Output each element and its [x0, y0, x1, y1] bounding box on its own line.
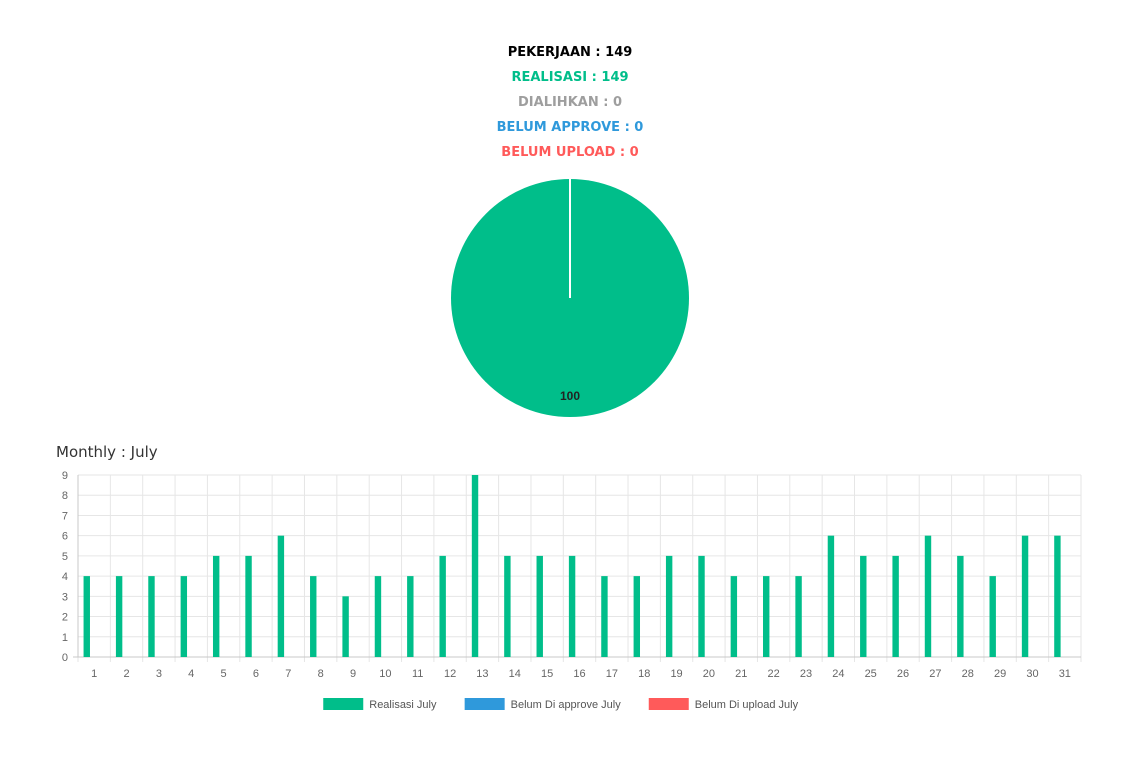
x-tick-label: 19 — [670, 668, 682, 680]
bar[interactable] — [180, 576, 188, 657]
legend-label: Belum Di upload July — [695, 699, 799, 711]
x-tick-label: 9 — [350, 668, 356, 680]
bar[interactable] — [763, 576, 770, 657]
stat-belum-approve: BELUM APPROVE : 0 — [496, 120, 644, 135]
bar[interactable] — [439, 555, 446, 657]
x-tick-label: 13 — [476, 668, 488, 680]
bar[interactable] — [957, 555, 964, 657]
x-tick-label: 18 — [638, 668, 650, 680]
x-tick-label: 12 — [444, 668, 456, 680]
bar[interactable] — [148, 576, 155, 657]
bar[interactable] — [924, 535, 932, 657]
legend-item[interactable]: Realisasi July — [323, 698, 437, 711]
stat-pekerjaan: PEKERJAAN : 149 — [507, 45, 633, 60]
x-tick-label: 31 — [1059, 668, 1071, 680]
x-tick-label: 10 — [379, 668, 391, 680]
x-tick-label: 30 — [1026, 668, 1038, 680]
bar[interactable] — [310, 576, 317, 657]
bar[interactable] — [892, 555, 899, 657]
x-tick-label: 26 — [897, 668, 909, 680]
x-tick-label: 4 — [188, 668, 194, 680]
bar[interactable] — [860, 555, 867, 657]
x-tick-label: 17 — [606, 668, 618, 680]
x-tick-label: 2 — [123, 668, 129, 680]
y-tick-label: 8 — [62, 490, 68, 502]
legend-label: Belum Di approve July — [511, 699, 622, 711]
x-tick-label: 28 — [962, 668, 974, 680]
x-tick-label: 24 — [832, 668, 844, 680]
bar[interactable] — [374, 576, 382, 657]
bar[interactable] — [83, 576, 90, 657]
bar[interactable] — [277, 535, 285, 657]
summary-stats: PEKERJAAN : 149 REALISASI : 149 DIALIHKA… — [0, 40, 1140, 165]
legend-item[interactable]: Belum Di approve July — [464, 698, 622, 711]
x-tick-label: 6 — [253, 668, 259, 680]
y-tick-label: 9 — [62, 470, 68, 482]
bar[interactable] — [633, 576, 641, 657]
pie-data-label: 100 — [560, 389, 580, 403]
legend-swatch — [648, 698, 689, 710]
x-tick-label: 14 — [509, 668, 521, 680]
pie-chart[interactable]: 100 — [440, 170, 700, 430]
x-tick-label: 5 — [221, 668, 227, 680]
bar[interactable] — [342, 596, 349, 657]
bar[interactable] — [827, 535, 835, 657]
bar[interactable] — [471, 475, 479, 657]
bar[interactable] — [698, 555, 705, 657]
y-tick-label: 2 — [62, 612, 68, 624]
bar[interactable] — [536, 555, 543, 657]
x-tick-label: 21 — [735, 668, 747, 680]
bar[interactable] — [212, 555, 220, 657]
y-tick-label: 3 — [62, 591, 68, 603]
x-tick-label: 15 — [541, 668, 553, 680]
bar[interactable] — [795, 576, 802, 657]
x-tick-label: 3 — [156, 668, 162, 680]
x-tick-label: 22 — [768, 668, 780, 680]
bar[interactable] — [989, 576, 996, 657]
monthly-title: Monthly : July — [56, 443, 158, 461]
x-tick-label: 23 — [800, 668, 812, 680]
bar[interactable] — [115, 576, 123, 657]
y-tick-label: 7 — [62, 510, 68, 522]
legend-item[interactable]: Belum Di upload July — [648, 698, 799, 711]
bar[interactable] — [568, 555, 576, 657]
bar[interactable] — [601, 576, 608, 657]
y-tick-label: 1 — [62, 632, 68, 644]
x-tick-label: 11 — [412, 668, 423, 680]
stat-dialihkan: DIALIHKAN : 0 — [518, 95, 622, 110]
stat-realisasi: REALISASI : 149 — [511, 70, 629, 85]
bar[interactable] — [504, 555, 511, 657]
stat-belum-upload: BELUM UPLOAD : 0 — [501, 145, 639, 160]
x-tick-label: 25 — [865, 668, 877, 680]
x-tick-label: 8 — [318, 668, 324, 680]
bar[interactable] — [245, 555, 252, 657]
legend-swatch — [323, 698, 364, 710]
bar[interactable] — [665, 555, 673, 657]
bar[interactable] — [730, 576, 738, 657]
x-tick-label: 27 — [929, 668, 941, 680]
x-tick-label: 1 — [91, 668, 97, 680]
y-tick-label: 4 — [62, 571, 68, 583]
y-tick-label: 0 — [62, 652, 68, 664]
legend-swatch — [464, 698, 505, 710]
x-tick-label: 7 — [285, 668, 291, 680]
x-tick-label: 29 — [994, 668, 1006, 680]
bar[interactable] — [1021, 535, 1029, 657]
bar[interactable] — [1054, 535, 1061, 657]
legend-label: Realisasi July — [369, 699, 437, 711]
x-tick-label: 20 — [703, 668, 715, 680]
x-tick-label: 16 — [573, 668, 585, 680]
y-tick-label: 6 — [62, 531, 68, 543]
bar[interactable] — [407, 576, 414, 657]
y-tick-label: 5 — [62, 551, 68, 563]
